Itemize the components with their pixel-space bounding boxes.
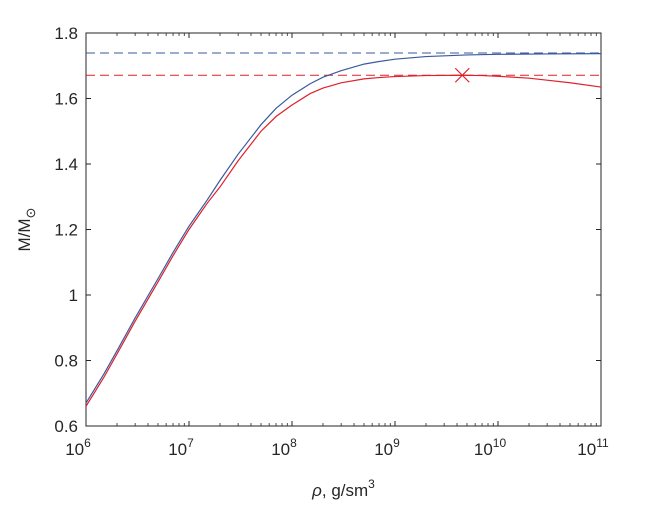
x-tick-label: 107: [168, 436, 194, 459]
y-tick-label: 1.6: [54, 90, 78, 109]
x-tick-label: 109: [374, 436, 400, 459]
plot-area: [85, 32, 602, 427]
x-axis-label: ρ, g/sm3: [311, 477, 375, 500]
y-tick-label: 1.8: [54, 24, 78, 43]
y-tick-label: 0.8: [54, 352, 78, 371]
x-tick-label: 1010: [474, 436, 507, 459]
x-tick-label: 108: [271, 436, 297, 459]
series-line-1: [85, 53, 602, 404]
marker-stroke: [454, 67, 470, 83]
y-tick-label: 1.4: [54, 155, 78, 174]
y-tick-label: 1.2: [54, 221, 78, 240]
marker-layer: [454, 67, 470, 83]
y-axis-label: M/M⊙: [15, 208, 38, 252]
x-tick-label: 1011: [577, 436, 609, 459]
x-tick-label: 106: [65, 436, 91, 459]
y-tick-label: 0.6: [54, 417, 78, 436]
marker-x-1: [454, 67, 470, 83]
series-layer: [85, 53, 602, 407]
y-tick-label: 1: [69, 286, 78, 305]
reference-lines: [86, 52, 601, 76]
series-line-2: [85, 74, 602, 407]
tick-layer: 0.6 0.8 1 1.2 1.4 1.6 1.8 106 107 108 109 1010 1011: [54, 24, 609, 459]
label-layer: ρ, g/sm3 M/M⊙: [15, 208, 375, 500]
